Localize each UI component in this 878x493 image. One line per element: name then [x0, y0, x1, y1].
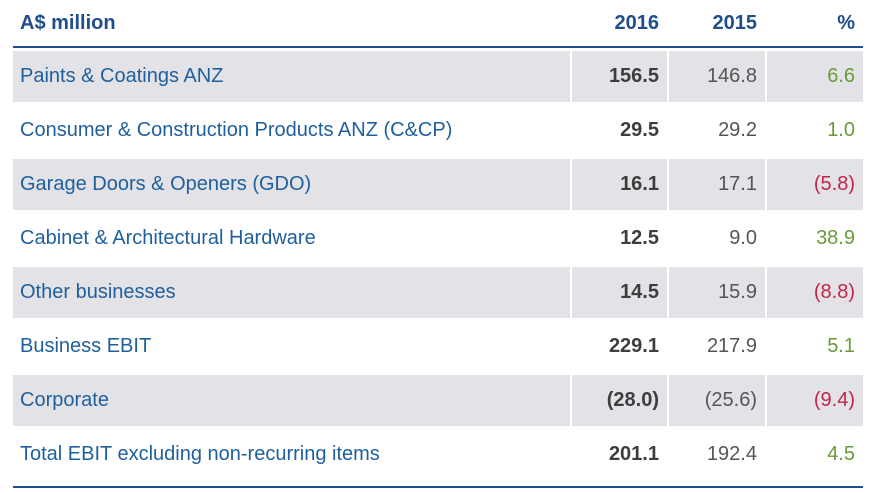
row-pct: 4.5: [765, 429, 863, 480]
row-label: Cabinet & Architectural Hardware: [20, 227, 316, 249]
table-row: Other businesses 14.5 15.9 (8.8): [13, 267, 863, 318]
row-value-2015: (25.6): [667, 375, 765, 426]
row-pct: (9.4): [765, 375, 863, 426]
row-label: Garage Doors & Openers (GDO): [20, 173, 312, 195]
row-value-2015: 15.9: [667, 267, 765, 318]
row-pct: 38.9: [765, 213, 863, 264]
row-label: Total EBIT excluding non-recurring items: [20, 443, 380, 465]
row-value-2015: 17.1: [667, 159, 765, 210]
row-value-2016: (28.0): [570, 375, 667, 426]
row-pct: (8.8): [765, 267, 863, 318]
row-pct: 5.1: [765, 321, 863, 372]
table-row: Cabinet & Architectural Hardware 12.5 9.…: [13, 213, 863, 264]
row-value-2016: 156.5: [570, 51, 667, 102]
table-header: A$ million 2016 2015 %: [13, 0, 863, 48]
table-row: Total EBIT excluding non-recurring items…: [13, 429, 863, 480]
row-pct: (5.8): [765, 159, 863, 210]
row-value-2016: 12.5: [570, 213, 667, 264]
row-value-2016: 229.1: [570, 321, 667, 372]
header-label: A$ million: [20, 11, 116, 34]
row-pct: 6.6: [765, 51, 863, 102]
row-label: Corporate: [20, 389, 109, 411]
row-label: Business EBIT: [20, 335, 152, 357]
row-label: Consumer & Construction Products ANZ (C&…: [20, 119, 453, 141]
table-row: Business EBIT 229.1 217.9 5.1: [13, 321, 863, 372]
table-row: Paints & Coatings ANZ 156.5 146.8 6.6: [13, 51, 863, 102]
row-value-2015: 9.0: [667, 213, 765, 264]
table-row: Garage Doors & Openers (GDO) 16.1 17.1 (…: [13, 159, 863, 210]
header-2016: 2016: [614, 11, 660, 34]
table-row: Corporate (28.0) (25.6) (9.4): [13, 375, 863, 426]
row-value-2015: 29.2: [667, 105, 765, 156]
row-value-2015: 217.9: [667, 321, 765, 372]
row-label: Other businesses: [20, 281, 176, 303]
header-2015: 2015: [712, 11, 758, 34]
row-pct: 1.0: [765, 105, 863, 156]
row-value-2016: 29.5: [570, 105, 667, 156]
ebit-table: A$ million 2016 2015 % Paints & Coatings…: [13, 0, 863, 488]
row-value-2015: 192.4: [667, 429, 765, 480]
row-label: Paints & Coatings ANZ: [20, 65, 224, 87]
row-value-2016: 201.1: [570, 429, 667, 480]
row-value-2016: 16.1: [570, 159, 667, 210]
bottom-rule: [13, 486, 863, 488]
row-value-2015: 146.8: [667, 51, 765, 102]
table-row: Consumer & Construction Products ANZ (C&…: [13, 105, 863, 156]
header-pct: %: [837, 11, 855, 34]
row-value-2016: 14.5: [570, 267, 667, 318]
